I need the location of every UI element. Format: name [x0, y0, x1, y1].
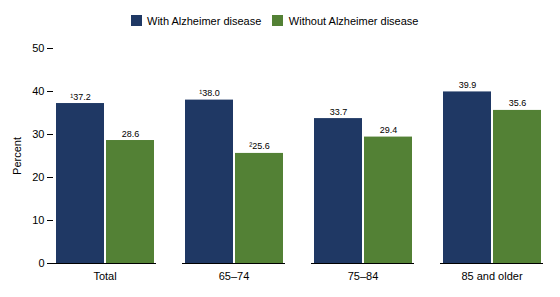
html-text:Without Alzheimer disease: Without Alzheimer disease — [288, 14, 419, 27]
svg-text:85 and older: 85 and older — [461, 270, 522, 282]
svg-text:28.6: 28.6 — [122, 129, 140, 139]
svg-text:35.6: 35.6 — [509, 98, 527, 108]
svg-text:50: 50 — [32, 42, 44, 54]
svg-text:29.4: 29.4 — [380, 125, 398, 135]
html-text:With Alzheimer disease: With Alzheimer disease — [147, 14, 262, 27]
svg-text:¹37.2: ¹37.2 — [70, 92, 91, 102]
svg-text:75–84: 75–84 — [348, 270, 379, 282]
svg-text:33.7: 33.7 — [330, 107, 348, 117]
svg-text:40: 40 — [32, 85, 44, 97]
svg-text:30: 30 — [32, 128, 44, 140]
svg-text:Total: Total — [93, 270, 116, 282]
svg-text:¹38.0: ¹38.0 — [199, 88, 220, 98]
svg-text:20: 20 — [32, 171, 44, 183]
svg-text:10: 10 — [32, 214, 44, 226]
svg-text:²25.6: ²25.6 — [249, 141, 270, 151]
svg-text:65–74: 65–74 — [219, 270, 250, 282]
svg-text:39.9: 39.9 — [459, 80, 477, 90]
svg-text:Percent: Percent — [11, 137, 23, 175]
svg-text:0: 0 — [38, 257, 44, 269]
